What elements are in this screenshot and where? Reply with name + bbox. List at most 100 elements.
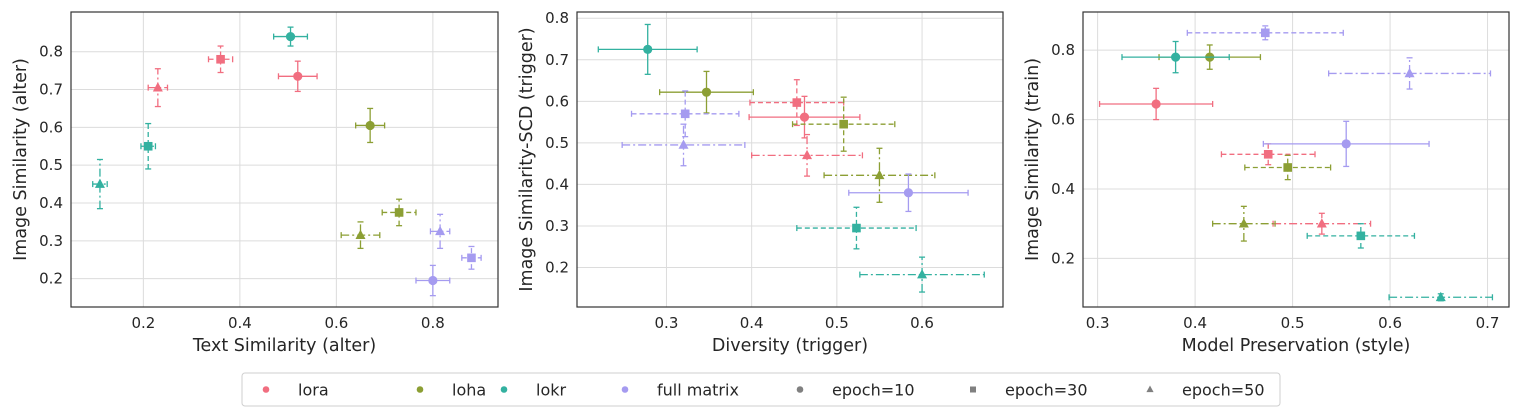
point-marker xyxy=(802,149,813,160)
legend-label: epoch=10 xyxy=(832,381,915,400)
point-marker xyxy=(394,208,404,217)
point-marker xyxy=(152,82,163,92)
y-tick-label: 0.8 xyxy=(545,9,569,27)
point-marker xyxy=(435,225,446,236)
x-tick-label: 0.3 xyxy=(1086,314,1110,332)
point-marker xyxy=(1341,139,1351,149)
data-point xyxy=(461,245,482,270)
point-marker xyxy=(365,120,375,131)
data-point xyxy=(1098,87,1214,121)
y-tick-label: 0.8 xyxy=(1051,41,1075,59)
x-axis-label: Diversity (trigger) xyxy=(712,336,868,356)
legend: lora loha lokr full matrix epoch=10 epoch=30 e… xyxy=(241,372,1281,407)
point-marker xyxy=(874,169,885,180)
point-marker xyxy=(1260,28,1270,38)
point-marker xyxy=(1283,163,1293,172)
point-marker xyxy=(285,31,296,42)
data-point xyxy=(1121,40,1230,74)
y-axis-label: Image Similarity (alter) xyxy=(11,58,31,261)
x-tick-label: 0.3 xyxy=(655,314,679,332)
x-tick-label: 0.4 xyxy=(1183,314,1207,332)
legend-label: epoch=50 xyxy=(1182,381,1265,400)
point-marker xyxy=(355,229,366,239)
data-point xyxy=(848,173,969,213)
x-tick-label: 0.4 xyxy=(740,314,764,332)
point-marker xyxy=(852,223,861,233)
y-tick-label: 0.3 xyxy=(545,217,569,235)
data-point xyxy=(1272,212,1372,235)
point-marker xyxy=(1171,52,1181,62)
x-tick-label: 0.2 xyxy=(131,314,155,332)
point-marker xyxy=(839,119,848,129)
data-point xyxy=(823,147,936,203)
data-point xyxy=(381,198,417,227)
y-tick-label: 0.7 xyxy=(39,81,63,99)
data-point xyxy=(791,96,896,152)
x-tick-label: 0.7 xyxy=(1476,314,1500,332)
legend-frame xyxy=(241,372,1281,407)
data-point xyxy=(1328,57,1492,90)
point-marker xyxy=(467,253,476,263)
data-point xyxy=(1186,25,1344,41)
y-tick-label: 0.5 xyxy=(39,156,63,174)
y-tick-label: 0.7 xyxy=(545,51,569,69)
legend-label: lokr xyxy=(536,381,567,400)
data-point xyxy=(597,23,698,75)
y-axis-label: Image Similarity-SCD (trigger) xyxy=(517,27,537,291)
point-marker xyxy=(1238,218,1249,228)
x-tick-label: 0.5 xyxy=(825,314,849,332)
y-tick-label: 0.6 xyxy=(39,118,63,136)
point-marker xyxy=(1356,231,1366,241)
legend-label: epoch=30 xyxy=(1005,381,1088,400)
point-marker xyxy=(1263,149,1273,159)
y-tick-label: 0.2 xyxy=(39,270,63,288)
legend-marker xyxy=(970,386,976,393)
y-tick-label: 0.6 xyxy=(1051,111,1075,129)
data-point xyxy=(1262,120,1430,168)
data-point xyxy=(621,123,746,167)
data-point xyxy=(1212,205,1276,242)
x-tick-label: 0.6 xyxy=(324,314,348,332)
y-tick-label: 0.6 xyxy=(545,92,569,110)
y-tick-label: 0.5 xyxy=(545,134,569,152)
point-marker xyxy=(94,178,105,188)
point-marker xyxy=(643,44,653,54)
y-tick-label: 0.4 xyxy=(39,194,63,212)
data-point xyxy=(92,158,108,210)
point-marker xyxy=(903,188,914,198)
data-point xyxy=(1306,223,1416,249)
point-marker xyxy=(1435,291,1446,302)
y-tick-label: 0.4 xyxy=(545,175,569,193)
y-tick-label: 0.8 xyxy=(39,43,63,61)
legend-marker xyxy=(1146,385,1154,393)
legend-marker xyxy=(796,386,804,393)
data-point xyxy=(749,79,845,127)
panel-text-vs-image-alter: 0.2 0.4 0.6 0.8 0.2 0.3 0.4 0.5 0.6 0.7 0.8 Text Si… xyxy=(11,11,499,356)
legend-entry: epoch=30 xyxy=(970,381,1088,400)
x-tick-label: 0.6 xyxy=(1378,314,1402,332)
data-point xyxy=(796,206,917,250)
data-point xyxy=(859,256,985,293)
point-marker xyxy=(917,269,928,279)
data-point xyxy=(1244,154,1332,181)
legend-entry: epoch=50 xyxy=(1146,381,1265,400)
data-point xyxy=(272,26,309,47)
y-tick-label: 0.4 xyxy=(1051,180,1075,198)
x-axis-label: Text Similarity (alter) xyxy=(192,336,376,356)
point-marker xyxy=(293,71,303,81)
x-axis-label: Model Preservation (style) xyxy=(1182,336,1411,356)
data-point xyxy=(630,90,740,138)
data-point xyxy=(1220,143,1316,166)
point-marker xyxy=(792,98,802,107)
legend-entry: loha xyxy=(416,381,486,400)
legend-label: lora xyxy=(298,381,329,400)
legend-entry: epoch=10 xyxy=(796,381,915,400)
point-marker xyxy=(799,112,810,122)
legend-entry: lora xyxy=(262,381,329,400)
legend-marker xyxy=(262,386,270,393)
y-tick-label: 0.2 xyxy=(1051,249,1075,267)
data-point xyxy=(147,68,169,108)
point-marker xyxy=(1316,218,1327,228)
point-marker xyxy=(701,87,712,97)
